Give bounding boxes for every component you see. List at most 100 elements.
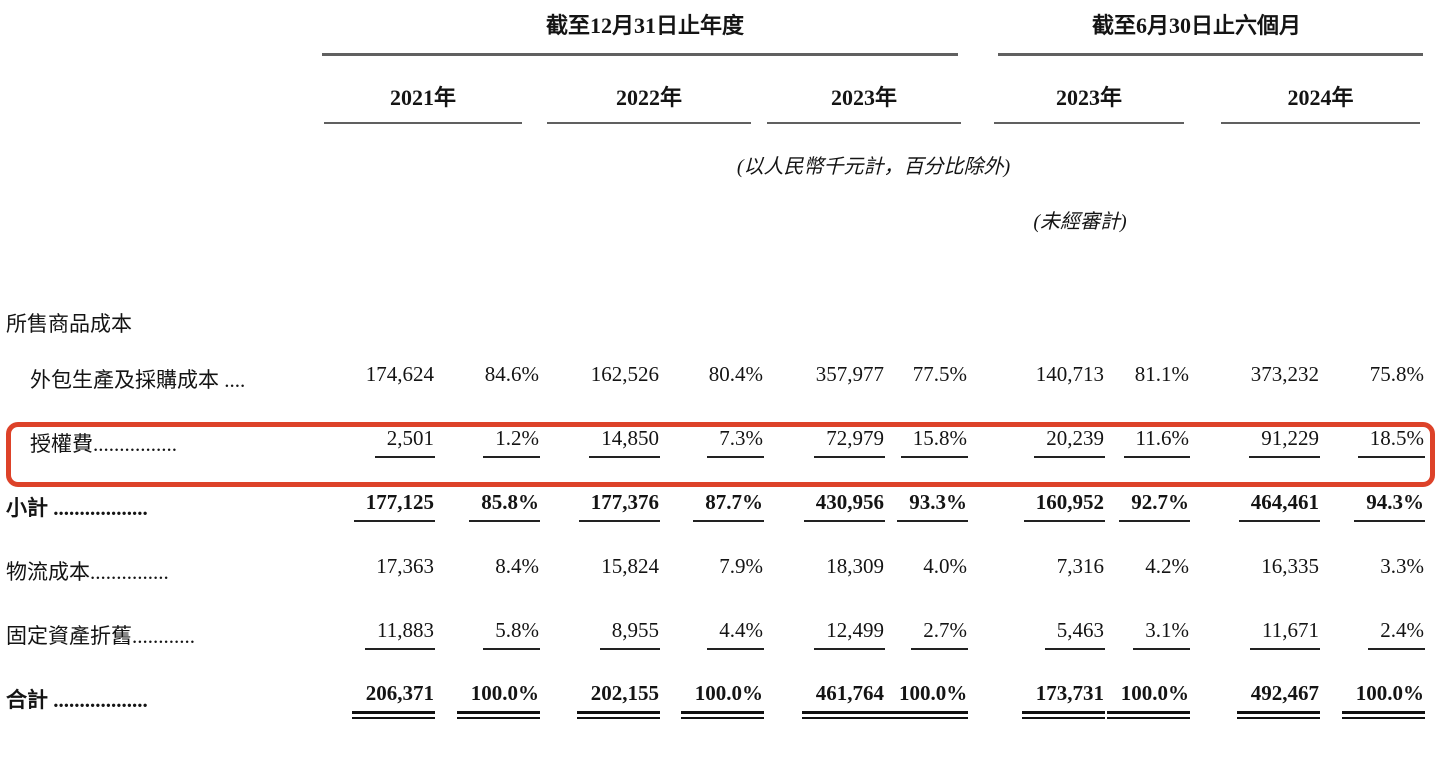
cell-text: 15.8% — [900, 426, 968, 458]
cell-text: 160,952 — [1023, 490, 1105, 522]
year-rule — [547, 122, 751, 124]
year-rule — [1221, 122, 1420, 124]
row-label: 物流成本............... — [6, 560, 169, 584]
percent-cell: 3.3% — [1320, 554, 1425, 586]
cell-text: 173,731 — [1021, 681, 1106, 719]
percent-cell: 11.6% — [1105, 426, 1190, 458]
cell-text: 18,309 — [826, 554, 884, 578]
unit-note-row: (以人民幣千元計，百分比除外) — [0, 150, 1439, 179]
percent-cell: 7.3% — [660, 426, 764, 458]
cell-text: 464,461 — [1238, 490, 1320, 522]
year-rule — [324, 122, 522, 124]
value-cell: 140,713 — [968, 362, 1105, 394]
cell-text: 3.1% — [1133, 618, 1190, 650]
value-cell: 14,850 — [540, 426, 660, 458]
percent-cell: 3.1% — [1105, 618, 1190, 650]
value-cell: 15,824 — [540, 554, 660, 586]
value-cell: 7,316 — [968, 554, 1105, 586]
value-cell: 12,499 — [764, 618, 885, 650]
value-cell: 91,229 — [1190, 426, 1320, 458]
percent-cell: 4.4% — [660, 618, 764, 650]
year-label: 2022年 — [615, 85, 682, 110]
percent-cell: 4.2% — [1105, 554, 1190, 586]
cell-text: 5,463 — [1044, 618, 1105, 650]
cell-text: 92.7% — [1119, 490, 1190, 522]
cell-text: 7.9% — [719, 554, 763, 578]
row-label: 固定資產折舊............ — [6, 624, 195, 648]
year-header-row: 2021年 2022年 2023年 2023年 2024年 — [0, 56, 1439, 124]
table-row-outsourced-production-and-procurement-costs: 外包生產及採購成本 .... 174,624 84.6% 162,526 80.4% 35… — [0, 342, 1439, 406]
cell-text: 206,371 — [351, 681, 436, 719]
period-group-rule — [322, 53, 958, 56]
value-cell: 373,232 — [1190, 362, 1320, 394]
value-cell: 174,624 — [322, 362, 435, 394]
cell-text: 77.5% — [912, 362, 967, 386]
cell-text: 91,229 — [1249, 426, 1320, 458]
row-label: 外包生產及採購成本 .... — [30, 368, 246, 392]
row-label: 授權費................ — [30, 432, 177, 456]
percent-cell: 85.8% — [435, 490, 540, 522]
table-row-subtotal: 小計 .................. 177,125 85.8% 177,376… — [0, 470, 1439, 534]
cell-text: 8.4% — [495, 554, 539, 578]
cell-text: 85.8% — [469, 490, 540, 522]
cell-text: 87.7% — [693, 490, 764, 522]
value-cell: 162,526 — [540, 362, 660, 394]
percent-cell: 2.7% — [885, 618, 968, 650]
period-group-six-months: 截至6月30日止六個月 — [968, 8, 1425, 56]
value-cell: 11,883 — [322, 618, 435, 650]
value-cell: 492,467 — [1190, 681, 1321, 719]
cell-text: 14,850 — [589, 426, 660, 458]
row-label: 合計 .................. — [6, 688, 148, 712]
cell-text: 174,624 — [365, 362, 434, 386]
value-cell: 5,463 — [968, 618, 1105, 650]
period-group-title: 截至12月31日止年度 — [545, 13, 744, 38]
cell-text: 11.6% — [1123, 426, 1190, 458]
cell-text: 373,232 — [1250, 362, 1319, 386]
cell-text: 357,977 — [815, 362, 884, 386]
percent-cell: 100.0% — [1105, 681, 1191, 719]
cell-text: 20,239 — [1034, 426, 1105, 458]
year-column-2022: 2022年 — [540, 56, 764, 124]
cell-text: 2.7% — [911, 618, 968, 650]
cell-text: 100.0% — [885, 681, 969, 719]
percent-cell: 18.5% — [1320, 426, 1425, 458]
cell-text: 162,526 — [590, 362, 659, 386]
year-column-2021: 2021年 — [322, 56, 540, 124]
cell-text: 81.1% — [1134, 362, 1189, 386]
cell-text: 80.4% — [708, 362, 763, 386]
table-body: 所售商品成本 外包生產及採購成本 .... 174,624 84.6% 162,526 8… — [0, 308, 1439, 726]
cell-text: 177,376 — [578, 490, 660, 522]
cell-text: 100.0% — [1341, 681, 1426, 719]
cell-text: 94.3% — [1354, 490, 1425, 522]
cell-text: 4.0% — [923, 554, 967, 578]
value-cell: 177,125 — [322, 490, 435, 522]
value-cell: 464,461 — [1190, 490, 1320, 522]
cell-text: 18.5% — [1357, 426, 1425, 458]
year-rule — [767, 122, 961, 124]
value-cell: 17,363 — [322, 554, 435, 586]
percent-cell: 77.5% — [885, 362, 968, 394]
year-column-2023-interim: 2023年 — [968, 56, 1190, 124]
percent-cell: 94.3% — [1320, 490, 1425, 522]
cell-text: 17,363 — [376, 554, 434, 578]
cell-text: 5.8% — [483, 618, 540, 650]
value-cell: 177,376 — [540, 490, 660, 522]
value-cell: 18,309 — [764, 554, 885, 586]
row-label: 小計 .................. — [6, 496, 148, 520]
value-cell: 20,239 — [968, 426, 1105, 458]
cell-text: 4.2% — [1145, 554, 1189, 578]
percent-cell: 87.7% — [660, 490, 764, 522]
percent-cell: 2.4% — [1320, 618, 1425, 650]
value-cell: 160,952 — [968, 490, 1105, 522]
value-cell: 11,671 — [1190, 618, 1320, 650]
cell-text: 202,155 — [576, 681, 661, 719]
cell-text: 93.3% — [897, 490, 968, 522]
cell-text: 2,501 — [374, 426, 435, 458]
table-row-licensing-fees: 授權費................ 2,501 1.2% 14,850 7.3% 72… — [0, 406, 1439, 487]
cell-text: 100.0% — [680, 681, 765, 719]
cell-text: 84.6% — [484, 362, 539, 386]
cell-text: 430,956 — [803, 490, 885, 522]
year-label: 2023年 — [1055, 85, 1122, 110]
percent-cell: 75.8% — [1320, 362, 1425, 394]
cell-text: 140,713 — [1035, 362, 1104, 386]
